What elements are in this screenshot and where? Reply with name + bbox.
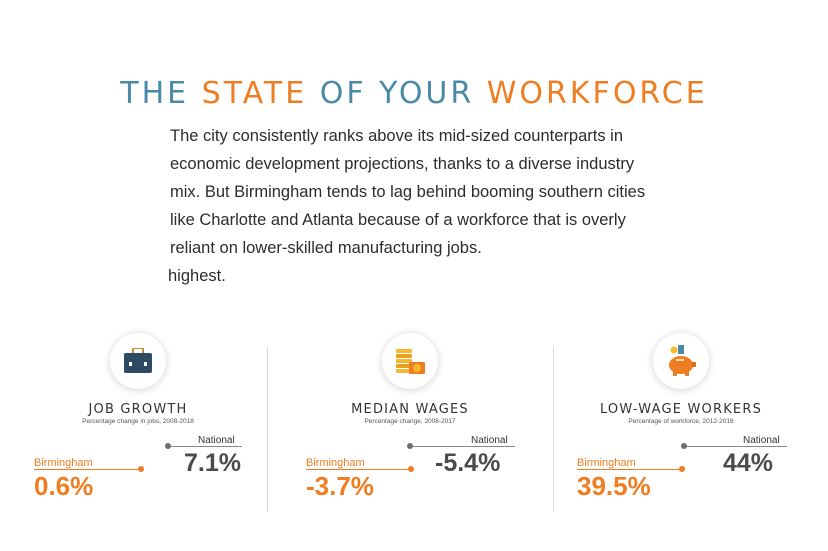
stat-job-growth: JOB GROWTH Percentage change in jobs, 20… xyxy=(8,333,268,513)
title-state: STATE xyxy=(201,76,308,112)
birmingham-label: Birmingham xyxy=(34,457,93,469)
stat-title: LOW-WAGE WORKERS xyxy=(599,402,763,417)
intro-tail: highest. xyxy=(168,267,226,285)
stat-median-wages: MEDIAN WAGES Percentage change, 2008-201… xyxy=(280,333,540,513)
stat-subtitle: Percentage change, 2008-2017 xyxy=(364,418,456,425)
birmingham-value: -3.7% xyxy=(306,471,374,501)
national-value: 44% xyxy=(723,449,774,477)
stat-subtitle: Percentage of workforce, 2012-2016 xyxy=(628,418,734,425)
title-of-your: OF YOUR xyxy=(307,76,487,112)
birmingham-value: 39.5% xyxy=(577,471,651,501)
title-the: THE xyxy=(120,76,202,112)
national-line xyxy=(684,446,787,447)
national-value: 7.1% xyxy=(184,449,241,477)
national-dot xyxy=(681,443,687,449)
national-line xyxy=(410,446,515,447)
piggy-bank-icon xyxy=(653,333,709,389)
page-title: THE STATE OF YOUR WORKFORCE xyxy=(0,76,828,111)
stat-subtitle: Percentage change in jobs, 2008-2018 xyxy=(82,418,194,425)
birmingham-dot xyxy=(679,466,685,472)
coins-icon xyxy=(382,333,438,389)
birmingham-value: 0.6% xyxy=(34,471,94,501)
birmingham-label: Birmingham xyxy=(306,457,365,469)
title-workforce: WORKFORCE xyxy=(486,76,708,112)
birmingham-label: Birmingham xyxy=(577,457,636,469)
intro-line: economic development projections, thanks… xyxy=(170,155,635,173)
national-label: National xyxy=(471,435,508,446)
intro-line: like Charlotte and Atlanta because of a … xyxy=(170,211,626,229)
intro-paragraph: The city consistently ranks above its mi… xyxy=(168,122,670,290)
column-divider xyxy=(267,347,268,512)
national-dot xyxy=(407,443,413,449)
birmingham-dot xyxy=(408,466,414,472)
stat-title: JOB GROWTH xyxy=(88,402,188,417)
intro-line: reliant on lower-skilled manufacturing j… xyxy=(170,239,482,257)
intro-line: mix. But Birmingham tends to lag behind … xyxy=(170,183,646,201)
national-label: National xyxy=(198,435,235,446)
national-dot xyxy=(165,443,171,449)
birmingham-line xyxy=(577,469,681,470)
national-label: National xyxy=(743,435,780,446)
intro-line: The city consistently ranks above its mi… xyxy=(170,127,624,145)
national-value: -5.4% xyxy=(435,449,501,477)
birmingham-line xyxy=(306,469,410,470)
column-divider xyxy=(553,347,554,512)
birmingham-line xyxy=(34,469,140,470)
stat-title: MEDIAN WAGES xyxy=(351,402,469,417)
stat-low-wage-workers: LOW-WAGE WORKERS Percentage of workforce… xyxy=(551,333,811,513)
birmingham-dot xyxy=(138,466,144,472)
briefcase-icon xyxy=(110,333,166,389)
national-line xyxy=(168,446,242,447)
